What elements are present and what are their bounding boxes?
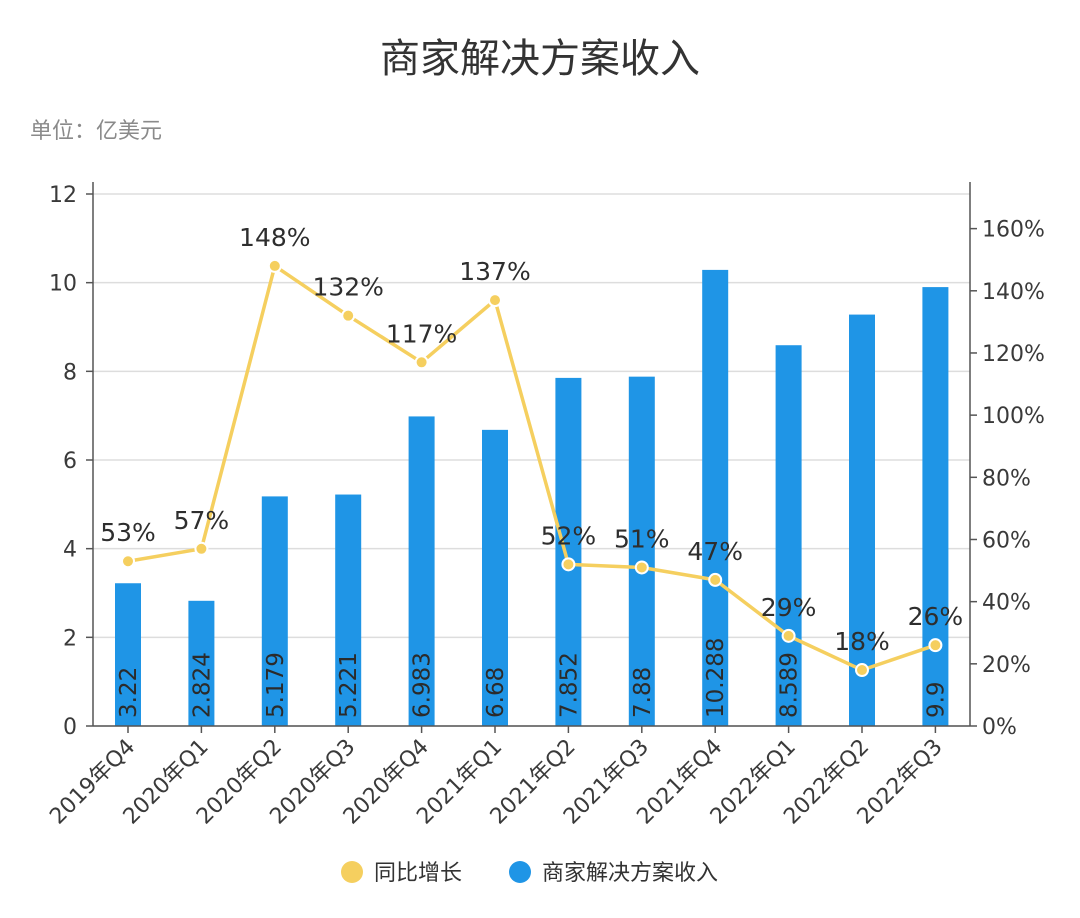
growth-value-label: 52% <box>541 521 597 550</box>
growth-point <box>488 293 502 308</box>
growth-point <box>341 308 356 323</box>
right-tick-label: 20% <box>982 653 1031 678</box>
bar <box>115 583 141 726</box>
growth-line-series: 53% 57% 148%132%117% 137% 52% 51% 47% 29% 18% 26% <box>100 223 964 678</box>
growth-point <box>708 572 723 587</box>
left-tick-label: 10 <box>49 272 77 297</box>
growth-value-label: 26% <box>908 602 964 631</box>
growth-line <box>127 264 936 672</box>
growth-value-label: 132% <box>312 273 383 302</box>
right-tick-label: 80% <box>982 466 1031 491</box>
bar-value-label: 2.824 <box>189 652 215 718</box>
bar <box>555 377 582 726</box>
bar-value-label: 7.88 <box>630 667 656 718</box>
growth-point <box>414 355 429 370</box>
bar-value-label: 10.288 <box>703 638 729 718</box>
growth-value-label: 53% <box>100 518 156 547</box>
left-tick-label: 4 <box>63 538 77 563</box>
bar-value-label: 6.983 <box>410 652 436 718</box>
growth-point <box>561 557 576 572</box>
bar-value-label: 8.589 <box>777 652 803 718</box>
growth-value-label: 18% <box>834 627 890 656</box>
growth-point <box>121 554 135 569</box>
growth-point <box>855 663 869 678</box>
growth-point <box>267 258 282 273</box>
left-tick-label: 0 <box>63 715 77 740</box>
bar-value-label: 5.221 <box>336 652 362 718</box>
unit-label: 单位：亿美元 <box>30 119 162 144</box>
growth-value-label: 47% <box>687 537 743 566</box>
growth-value-label: 117% <box>386 319 457 348</box>
growth-point <box>928 638 943 653</box>
bar <box>628 376 655 726</box>
gridlines <box>93 193 970 727</box>
right-tick-label: 60% <box>982 528 1031 553</box>
bar <box>408 416 435 726</box>
left-tick-label: 2 <box>63 626 77 651</box>
left-tick-label: 6 <box>63 449 77 474</box>
growth-point <box>194 541 209 556</box>
growth-point <box>781 628 796 643</box>
legend: 同比增长 商家解决方案收入 <box>341 861 718 886</box>
bar-value-label: 9.9 <box>923 681 949 718</box>
left-tick-label: 8 <box>63 360 77 385</box>
right-tick-label: 140% <box>982 280 1045 305</box>
growth-value-label: 57% <box>174 506 230 535</box>
bar <box>922 287 949 726</box>
chart-title: 商家解决方案收入 <box>380 36 700 82</box>
legend-marker <box>341 861 363 883</box>
legend-label: 同比增长 <box>374 861 462 886</box>
bar-value-label: 3.22 <box>116 667 142 718</box>
bar <box>775 345 802 726</box>
growth-point <box>634 560 649 575</box>
right-tick-label: 120% <box>982 342 1045 367</box>
left-tick-label: 12 <box>49 183 77 208</box>
bar <box>188 600 215 726</box>
right-tick-label: 160% <box>982 218 1045 243</box>
bar <box>335 494 362 726</box>
bar <box>849 314 875 726</box>
bar-series: 3.22 2.824 5.179 5.221 6.983 6.68 7.852 7.88 10.… <box>115 269 949 726</box>
bar <box>702 269 729 726</box>
growth-value-label: 148% <box>239 223 310 252</box>
right-tick-label: 100% <box>982 404 1045 429</box>
bar-value-label: 6.68 <box>483 667 509 718</box>
legend-label: 商家解决方案收入 <box>542 861 718 886</box>
legend-marker <box>509 861 531 883</box>
growth-value-label: 51% <box>614 524 670 553</box>
right-tick-label: 0% <box>982 715 1017 740</box>
right-tick-label: 40% <box>982 591 1031 616</box>
growth-value-label: 137% <box>459 257 530 286</box>
growth-value-label: 29% <box>761 593 817 622</box>
bar-value-label: 7.852 <box>556 652 582 718</box>
bar <box>261 496 288 726</box>
bar <box>482 429 508 726</box>
bar-value-label: 5.179 <box>263 652 289 718</box>
